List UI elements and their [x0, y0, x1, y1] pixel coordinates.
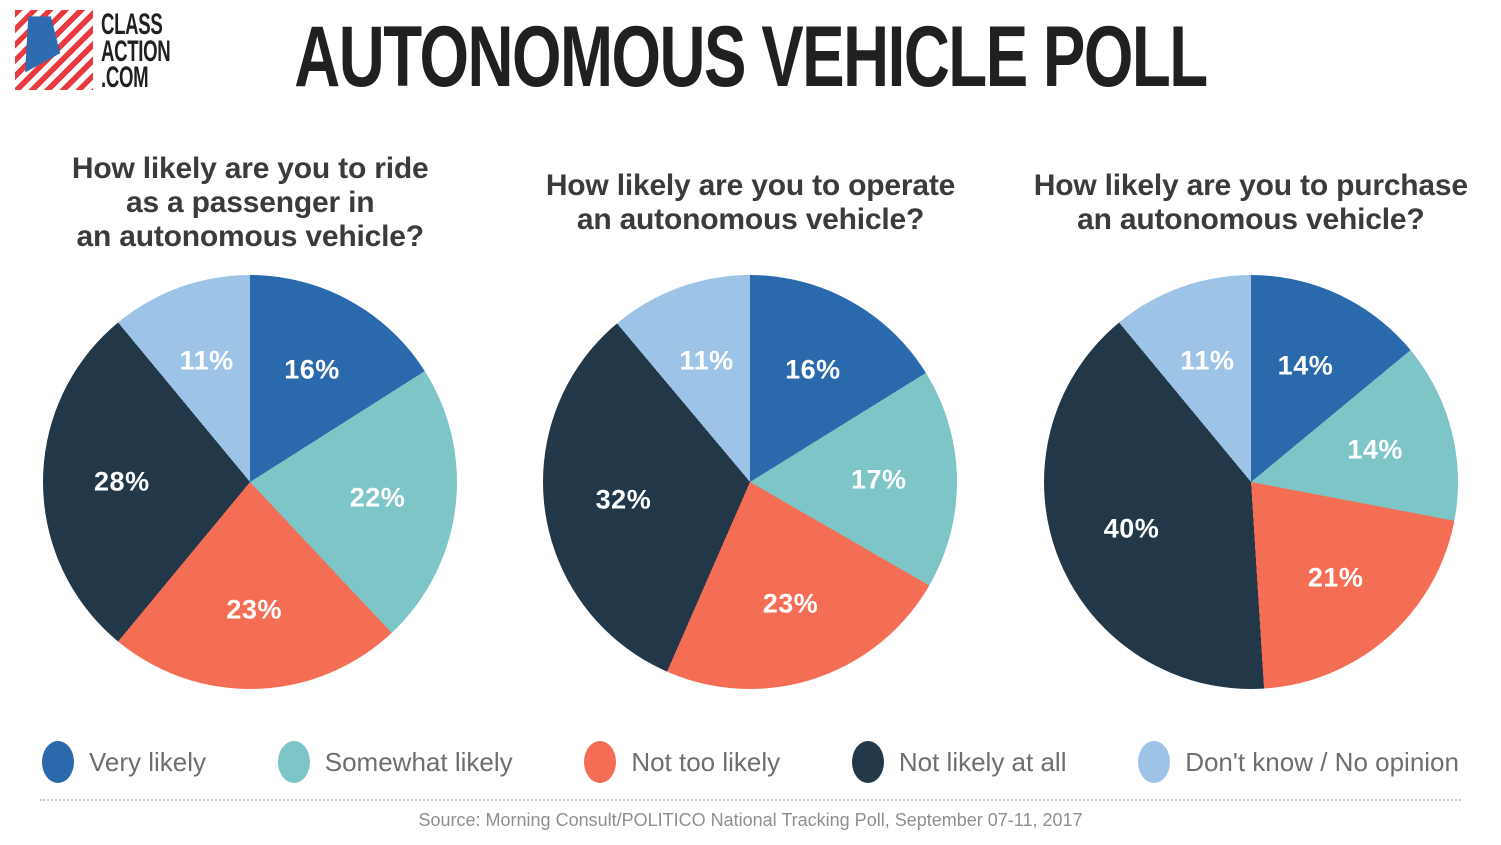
pie-slice-label: 28% — [94, 466, 150, 497]
pie-slice-label: 23% — [762, 588, 819, 619]
pie: 14% 14% 21% 40% 11% — [1043, 275, 1458, 689]
legend-label: Not too likely — [631, 746, 781, 777]
legend: Very likely Somewhat likely Not too like… — [42, 741, 1459, 783]
legend-swatch — [277, 741, 310, 783]
pie-slice-label: 11% — [679, 345, 734, 376]
source-note: Source: Morning Consult/POLITICO Nationa… — [418, 810, 1083, 830]
legend-swatch — [851, 741, 884, 783]
chart-question: How likely are you to purchase an autono… — [1033, 168, 1468, 236]
page-title: AUTONOMOUS VEHICLE POLL — [294, 9, 1208, 105]
legend-swatch — [42, 741, 74, 783]
pie-slice-label: 21% — [1307, 562, 1364, 593]
chart-question: How likely are you to ride as a passenge… — [71, 151, 429, 253]
legend-item-dont-know: Don't know / No opinion — [1138, 741, 1459, 783]
legend-item-not-likely-at-all: Not likely at all — [851, 741, 1067, 783]
pie-slice-label: 40% — [1103, 513, 1160, 544]
charts-row: How likely are you to ride as a passenge… — [0, 115, 1501, 689]
pie-wrap: 14% 14% 21% 40% 11% — [1043, 275, 1458, 689]
legend-item-somewhat-likely: Somewhat likely — [277, 741, 513, 783]
legend-label: Don't know / No opinion — [1185, 746, 1459, 777]
pie-slice-label: 11% — [179, 345, 234, 376]
logo-text-line: ACTION — [101, 34, 171, 68]
legend-label: Very likely — [89, 746, 207, 777]
pie-slice-label: 16% — [284, 354, 340, 385]
title-row: AUTONOMOUS VEHICLE POLL — [0, 0, 1501, 115]
pie: 16% 22% 23% 28% 11% — [43, 275, 458, 689]
legend-label: Somewhat likely — [324, 746, 513, 777]
pie: 16% 17% 23% 32% 11% — [543, 275, 958, 689]
pie-slice-label: 32% — [595, 484, 652, 515]
flag-sail-shape — [25, 16, 61, 73]
pie-slice-label: 22% — [349, 482, 406, 513]
logo-text-line: .COM — [101, 61, 149, 94]
legend-swatch — [1138, 741, 1171, 783]
legend-item-not-too-likely: Not too likely — [584, 741, 780, 783]
chart-question: How likely are you to operate an autonom… — [545, 168, 956, 236]
classaction-logo: CLASS ACTION .COM — [15, 10, 213, 92]
logo-text: CLASS ACTION .COM — [101, 8, 171, 94]
pie-slice-label: 14% — [1347, 434, 1403, 465]
pie-slice-label: 17% — [851, 464, 907, 495]
pie-wrap: 16% 22% 23% 28% 11% — [43, 275, 458, 689]
legend-label: Not likely at all — [898, 746, 1067, 777]
pie-chart-operate: How likely are you to operate an autonom… — [500, 115, 1000, 689]
flag-icon — [15, 10, 93, 90]
pie-slice-label: 16% — [785, 354, 841, 385]
pie-slice-label: 23% — [226, 594, 282, 625]
pie-slice-label: 14% — [1277, 350, 1334, 381]
pie-chart-purchase: How likely are you to purchase an autono… — [1001, 115, 1501, 689]
logo-text-line: CLASS — [101, 8, 163, 41]
pie-chart-ride: How likely are you to ride as a passenge… — [0, 115, 500, 689]
pie-slice-label: 11% — [1180, 345, 1235, 376]
legend-item-very-likely: Very likely — [42, 741, 206, 783]
legend-swatch — [584, 741, 617, 783]
pie-wrap: 16% 17% 23% 32% 11% — [543, 275, 958, 689]
header: CLASS ACTION .COM AUTONOMOUS VEHICLE POL… — [0, 0, 1501, 115]
dotted-separator — [40, 799, 1461, 801]
